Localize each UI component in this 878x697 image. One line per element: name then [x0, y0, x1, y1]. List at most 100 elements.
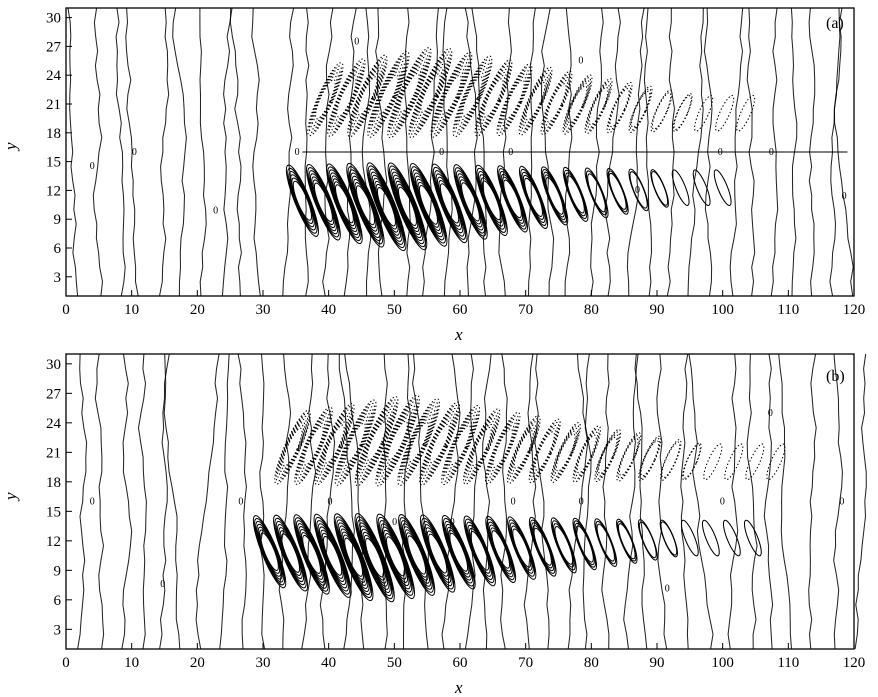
- panel-a-negative-contour: [331, 68, 362, 128]
- panel-a-positive-contour: [481, 180, 502, 221]
- panel-a-label: (a): [826, 15, 844, 32]
- panel-a-y-tick-label: 21: [46, 97, 61, 113]
- panel-b-positive-contour: [554, 525, 574, 565]
- panel-a-y-tick-label: 18: [46, 126, 61, 142]
- panel-a-negative-contour: [525, 81, 546, 121]
- panel-a-axes: 0 10 20 30 40 50 60 70 80 90 100 110 120 3 6 9 12 15 18 21 2…: [46, 11, 865, 318]
- panel-a-negative-contour: [391, 56, 428, 129]
- panel-a-positive-contour: [608, 172, 627, 210]
- panel-b-background-contour: [344, 353, 365, 650]
- panel-a-negative-contour: [378, 74, 399, 115]
- panel-a-negative-contour: [673, 95, 692, 130]
- panel-b-background-contour: [464, 353, 478, 650]
- panel-b-negative-contour: [640, 440, 660, 477]
- panel-a-zero-label: 0: [295, 147, 300, 158]
- panel-b-negative-contour: [661, 441, 681, 479]
- panel-a-negative-contour: [439, 71, 464, 118]
- panel-a-negative-contour: [483, 78, 504, 118]
- panel-b-positive-contour: [617, 520, 637, 562]
- panel-b-negative-contour: [509, 421, 538, 478]
- panel-b-negative-contour: [282, 427, 303, 467]
- panel-a-positive-contour: [671, 169, 690, 207]
- panel-b-negative-contour: [274, 409, 311, 485]
- panel-a-negative-contour: [588, 86, 609, 126]
- panel-a-negative-contour: [546, 83, 567, 123]
- panel-a-negative-contour: [651, 92, 672, 130]
- panel-b-background-contour: [301, 353, 317, 650]
- panel-a-positive-contour: [713, 169, 732, 207]
- panel-a-negative-contour: [371, 60, 405, 128]
- panel-b-zero-label: 0: [90, 497, 95, 508]
- panel-b-negative-contour: [334, 399, 377, 486]
- panel-a-x-tick-label: 110: [777, 302, 799, 318]
- panel-b-negative-contour: [441, 405, 481, 486]
- panel-a-negative-contour: [452, 55, 493, 138]
- panel-b-background-contour: [319, 353, 336, 650]
- panel-a-positive-contour: [292, 180, 313, 221]
- panel-a-y-tick-label: 30: [46, 11, 61, 27]
- panel-b-background-contour: [601, 353, 610, 650]
- panel-b-negative-contour: [766, 443, 786, 481]
- panel-b-negative-contour: [408, 421, 429, 463]
- panel-b-positive-contour: [575, 525, 594, 563]
- panel-a-x-tick-label: 40: [321, 302, 336, 318]
- panel-b-positive-contour: [344, 537, 364, 577]
- panel-b-zero-label: 0: [579, 497, 584, 508]
- panel-a-background-contour: [251, 7, 261, 297]
- panel-a-positive-contour: [607, 170, 628, 213]
- panel-b-positive-contour: [466, 521, 494, 581]
- panel-b-background-contour: [623, 353, 639, 650]
- panel-b-positive-contour: [302, 534, 322, 574]
- panel-a-negative-contour: [330, 64, 363, 131]
- panel-b-background-contour: [195, 353, 220, 650]
- panel-a-background-contour: [221, 7, 233, 297]
- panel-b-negative-contour: [463, 408, 501, 485]
- panel-a-x-tick-label: 70: [518, 302, 533, 318]
- panel-b-positive-contour: [680, 519, 699, 557]
- panel-a-x-tick-label: 50: [387, 302, 402, 318]
- panel-b-y-tick-label: 18: [46, 475, 61, 491]
- panel-b-background-contour: [500, 353, 508, 650]
- panel-a-positive-contour: [477, 171, 506, 230]
- panel-b-x-tick-label: 40: [321, 655, 336, 671]
- panel-b-positive-contour: [407, 535, 427, 575]
- panel-a-negative-contour: [308, 65, 342, 133]
- panel-a-negative-contour: [347, 54, 388, 138]
- panel-b-negative-contour: [464, 411, 499, 482]
- panel-b-x-tick-label: 110: [777, 655, 799, 671]
- panel-a-negative-contour: [567, 85, 588, 124]
- panel-b-positive-contour: [385, 536, 406, 577]
- panel-b-negative-contour: [724, 443, 744, 481]
- panel-b-background-contour: [237, 353, 247, 650]
- panel-b-negative-contour: [366, 421, 387, 461]
- panel-a-positive-contour: [461, 182, 480, 222]
- panel-b-negative-contour: [533, 428, 557, 474]
- panel-a-negative-contour: [520, 69, 552, 133]
- panel-a-positive-contour: [334, 184, 354, 224]
- panel-b-background-contour: [441, 353, 461, 650]
- panel-a-y-tick-label: 15: [46, 155, 61, 171]
- panel-b-positive-contour: [638, 521, 657, 559]
- panel-b-positive-contour: [449, 532, 469, 572]
- panel-a-zero-label: 0: [213, 206, 218, 217]
- panel-a-negative-contour: [436, 64, 467, 125]
- panel-a-background-contour: [115, 7, 126, 297]
- panel-b-y-tick-label: 12: [46, 534, 61, 550]
- panel-b-x-tick-label: 80: [584, 655, 599, 671]
- panel-b-background-contour: [401, 353, 412, 649]
- panel-b-background-contour: [763, 353, 774, 650]
- panel-b-background-contour: [808, 353, 817, 650]
- panel-a-y-axis-title: y: [1, 142, 20, 152]
- panel-b-negative-contour: [576, 434, 597, 474]
- panel-a-positive-contour: [566, 175, 585, 214]
- panel-a-negative-contour: [370, 57, 407, 132]
- panel-b-positive-contour: [512, 528, 532, 568]
- panel-b-negative-contour: [598, 436, 618, 475]
- panel-b-background-contour: [163, 353, 181, 650]
- panel-b-x-tick-label: 20: [190, 655, 205, 671]
- panel-a-y-tick-label: 3: [54, 270, 62, 286]
- panel-b-background-contour: [412, 353, 429, 650]
- panel-b-x-tick-label: 0: [62, 655, 70, 671]
- panel-a-background-contour: [67, 7, 79, 297]
